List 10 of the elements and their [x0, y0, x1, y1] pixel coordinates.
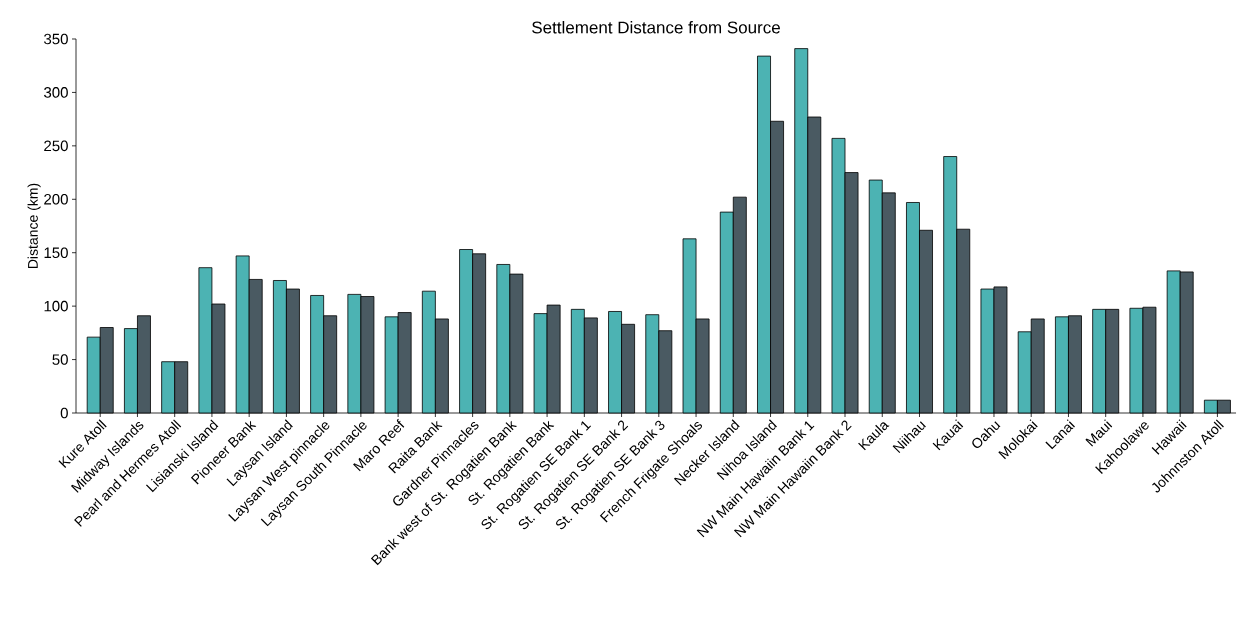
y-tick-label: 250	[44, 140, 68, 152]
y-tick-label: 200	[44, 193, 68, 205]
y-tick-label: 100	[44, 300, 68, 312]
y-tick-label: 150	[44, 247, 68, 259]
y-tick-label: 0	[60, 407, 68, 419]
y-tick-label: 50	[52, 354, 68, 365]
y-tick-label: 300	[44, 87, 68, 98]
y-axis-title: Distance (km)	[27, 183, 41, 269]
chart-title: Settlement Distance from Source	[532, 21, 780, 34]
y-tick-label: 350	[44, 33, 68, 45]
